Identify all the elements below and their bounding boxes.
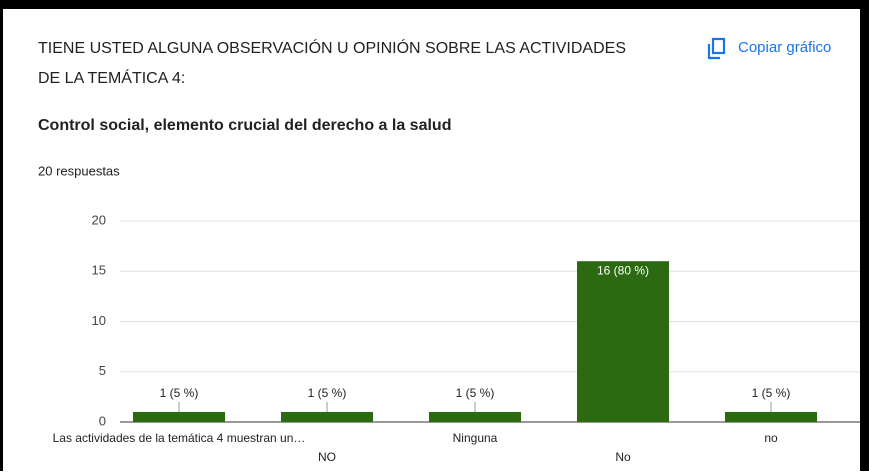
bar bbox=[281, 411, 373, 422]
question-title: DE LA TEMÁTICA 4: bbox=[38, 68, 185, 87]
x-tick-label: Las actividades de la temática 4 muestra… bbox=[53, 431, 306, 445]
y-tick-label: 0 bbox=[99, 413, 106, 428]
y-tick-label: 10 bbox=[92, 313, 106, 328]
data-label: 1 (5 %) bbox=[752, 386, 791, 400]
copy-label[interactable]: Copiar gráfico bbox=[738, 39, 831, 56]
y-tick-label: 15 bbox=[92, 263, 106, 278]
data-label: 16 (80 %) bbox=[597, 263, 649, 277]
data-label: 1 (5 %) bbox=[456, 386, 495, 400]
x-tick-label: NO bbox=[318, 450, 336, 464]
bar bbox=[429, 411, 521, 422]
subtitle: Control social, elemento crucial del der… bbox=[38, 117, 451, 134]
border-right bbox=[860, 0, 869, 471]
x-tick-label: Ninguna bbox=[453, 431, 498, 445]
question-title: TIENE USTED ALGUNA OBSERVACIÓN U OPINIÓN… bbox=[38, 38, 626, 57]
x-tick-label: no bbox=[764, 431, 778, 445]
border-left bbox=[0, 0, 3, 471]
x-tick-label: No bbox=[615, 450, 631, 464]
copy-button[interactable]: Copiar gráfico bbox=[707, 37, 831, 60]
bar bbox=[133, 411, 225, 422]
copy-icon bbox=[707, 44, 720, 60]
bar bbox=[725, 411, 817, 422]
bar bbox=[577, 261, 669, 422]
y-tick-label: 20 bbox=[92, 212, 106, 227]
border-top bbox=[0, 0, 869, 9]
y-tick-label: 5 bbox=[99, 363, 106, 378]
copy-icon bbox=[711, 37, 726, 55]
data-label: 1 (5 %) bbox=[160, 386, 199, 400]
data-label: 1 (5 %) bbox=[308, 386, 347, 400]
response-count: 20 respuestas bbox=[38, 163, 120, 178]
